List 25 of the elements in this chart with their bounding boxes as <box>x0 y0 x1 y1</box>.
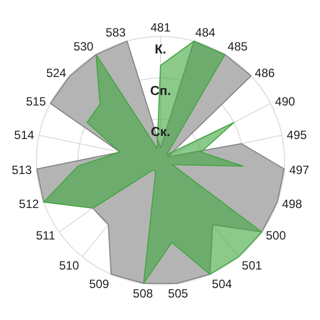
y-tick-label: К. <box>154 41 166 56</box>
spoke-label: 509 <box>89 276 110 291</box>
spoke-label: 514 <box>14 128 35 142</box>
spoke-label: 490 <box>275 94 296 109</box>
spoke-label: 481 <box>150 20 171 35</box>
spoke-label: 497 <box>289 162 310 177</box>
spoke-label: 486 <box>254 66 276 80</box>
spoke-label: 510 <box>59 258 80 273</box>
spoke-label: 484 <box>195 25 216 40</box>
spoke-label: 501 <box>242 258 262 273</box>
spoke-label: 512 <box>18 197 40 212</box>
spoke-label: 583 <box>106 25 126 40</box>
spoke-label: 498 <box>282 197 302 212</box>
spoke-label: 513 <box>12 162 32 177</box>
spoke-label: 511 <box>36 228 56 242</box>
spoke-label: 505 <box>168 286 188 300</box>
spoke-label: 515 <box>26 94 46 109</box>
spoke-label: 504 <box>212 276 232 291</box>
spoke-label: 508 <box>132 286 154 300</box>
spoke-label: 500 <box>266 228 286 242</box>
spoke-label: 495 <box>286 128 308 142</box>
spoke-label: 524 <box>46 66 67 80</box>
y-tick-label: Ск. <box>150 124 170 140</box>
spoke-label: 485 <box>228 39 248 54</box>
spoke-label: 530 <box>73 39 94 54</box>
